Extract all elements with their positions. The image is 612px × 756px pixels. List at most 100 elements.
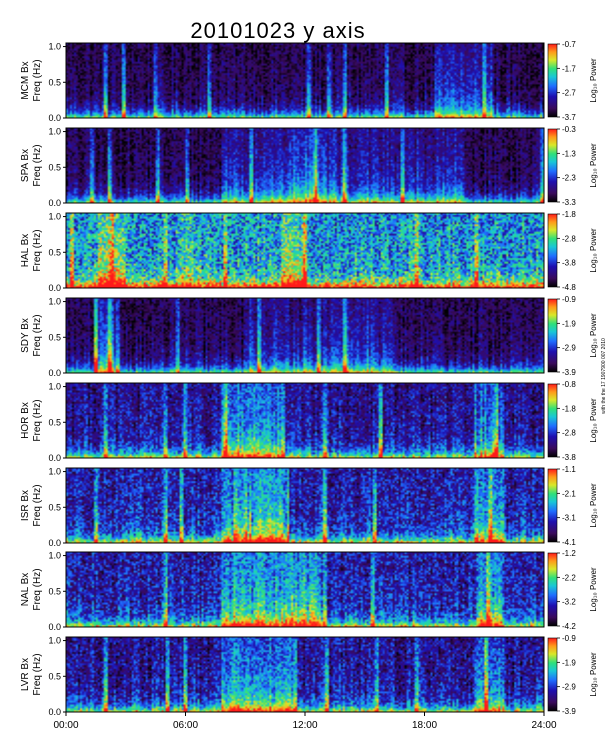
panel-hor: 0.0 0.5 1.0 HOR Bx Freq (Hz) -0.8 -1.8 -2.8 -3.8… bbox=[20, 380, 598, 463]
panel-isr: 0.0 0.5 1.0 ISR Bx Freq (Hz) -1.1 -2.1 -3.1 -4.1… bbox=[20, 465, 598, 548]
spectrogram-image bbox=[66, 637, 544, 712]
colorbar-tick-label: -1.8 bbox=[562, 404, 576, 413]
y-tick-label: 1.0 bbox=[48, 127, 61, 137]
x-tick-label: 24:00 bbox=[531, 720, 556, 731]
spectrogram-image bbox=[66, 298, 544, 373]
x-tick-label: 18:00 bbox=[412, 720, 437, 731]
colorbar bbox=[547, 552, 558, 627]
y-tick-label: 0.5 bbox=[48, 586, 61, 596]
y-tick-label: 1.0 bbox=[48, 42, 61, 52]
colorbar-label: Log₁₀ Power bbox=[589, 652, 598, 697]
y-tick-label: 0.0 bbox=[48, 453, 61, 463]
colorbar-tick-label: -3.9 bbox=[562, 707, 576, 716]
colorbar-tick-label: -1.8 bbox=[562, 210, 576, 219]
colorbar-tick-label: -2.9 bbox=[562, 344, 576, 353]
y-tick-label: 0.0 bbox=[48, 538, 61, 548]
x-tick-label: 12:00 bbox=[292, 720, 317, 731]
panel-frame bbox=[65, 127, 545, 204]
colorbar bbox=[547, 298, 558, 373]
y-tick-label: 0.0 bbox=[48, 198, 61, 208]
colorbar-tick-label: -0.3 bbox=[562, 125, 576, 134]
colorbar bbox=[547, 213, 558, 288]
colorbar-tick-label: -4.8 bbox=[562, 283, 576, 292]
colorbar-tick-label: -4.2 bbox=[562, 622, 576, 631]
y-tick-label: 1.0 bbox=[48, 297, 61, 307]
colorbar bbox=[547, 383, 558, 458]
station-label: MCM Bx bbox=[20, 61, 31, 99]
colorbar-tick-label: -2.9 bbox=[562, 683, 576, 692]
freq-label: Freq (Hz) bbox=[32, 653, 43, 695]
colorbar-tick-label: -3.1 bbox=[562, 514, 576, 523]
station-label: NAL Bx bbox=[20, 573, 31, 607]
y-tick-label: 1.0 bbox=[48, 551, 61, 561]
colorbar-tick-label: -0.7 bbox=[562, 40, 576, 49]
colorbar-tick-label: -3.9 bbox=[562, 368, 576, 377]
colorbar-tick-label: -3.8 bbox=[562, 259, 576, 268]
panel-lvr: 0.0 0.5 1.0 LVR Bx Freq (Hz) -0.9 -1.9 -2.9 -3.9… bbox=[20, 634, 598, 717]
colorbar-tick-label: -3.3 bbox=[562, 198, 576, 207]
y-tick-label: 0.5 bbox=[48, 247, 61, 257]
panel-mcm: 0.0 0.5 1.0 MCM Bx Freq (Hz) -0.7 -1.7 -2.7 -3.7… bbox=[20, 40, 598, 123]
freq-label: Freq (Hz) bbox=[32, 568, 43, 610]
y-tick-label: 0.0 bbox=[48, 368, 61, 378]
y-tick-label: 0.0 bbox=[48, 283, 61, 293]
station-label: ISR Bx bbox=[20, 490, 31, 521]
colorbar-tick-label: -2.3 bbox=[562, 174, 576, 183]
colorbar-label: Log₁₀ Power bbox=[589, 398, 598, 443]
colorbar bbox=[547, 637, 558, 712]
spectrogram-image bbox=[66, 43, 544, 118]
colorbar-label: Log₁₀ Power bbox=[589, 228, 598, 273]
y-tick-label: 1.0 bbox=[48, 382, 61, 392]
colorbar-tick-label: -2.7 bbox=[562, 89, 576, 98]
station-label: SPA Bx bbox=[20, 149, 31, 182]
side-note: with the the 17 1907900 007 2010 bbox=[601, 338, 607, 414]
colorbar-tick-label: -2.8 bbox=[562, 429, 576, 438]
colorbar bbox=[547, 43, 558, 118]
y-tick-label: 0.5 bbox=[48, 162, 61, 172]
colorbar-tick-label: -2.2 bbox=[562, 573, 576, 582]
spectrogram-image bbox=[66, 468, 544, 543]
station-label: SDY Bx bbox=[20, 318, 31, 353]
y-tick-label: 0.5 bbox=[48, 417, 61, 427]
chart-title: 20101023 y axis bbox=[190, 18, 365, 43]
y-tick-label: 1.0 bbox=[48, 467, 61, 477]
x-tick-label: 00:00 bbox=[53, 720, 78, 731]
colorbar-tick-label: -4.1 bbox=[562, 538, 576, 547]
freq-label: Freq (Hz) bbox=[32, 484, 43, 526]
colorbar-label: Log₁₀ Power bbox=[589, 483, 598, 528]
y-tick-label: 0.0 bbox=[48, 707, 61, 717]
panel-frame bbox=[65, 382, 545, 459]
colorbar-tick-label: -1.2 bbox=[562, 549, 576, 558]
freq-label: Freq (Hz) bbox=[32, 229, 43, 271]
colorbar-tick-label: -1.3 bbox=[562, 149, 576, 158]
panel-frame bbox=[65, 212, 545, 289]
colorbar-tick-label: -1.1 bbox=[562, 465, 576, 474]
colorbar bbox=[547, 468, 558, 543]
spectrogram-image bbox=[66, 552, 544, 627]
y-tick-label: 0.5 bbox=[48, 502, 61, 512]
colorbar-tick-label: -1.9 bbox=[562, 319, 576, 328]
colorbar-tick-label: -0.9 bbox=[562, 295, 576, 304]
y-tick-label: 0.0 bbox=[48, 622, 61, 632]
colorbar-tick-label: -0.9 bbox=[562, 634, 576, 643]
y-tick-label: 0.5 bbox=[48, 77, 61, 87]
spectrogram-image bbox=[66, 128, 544, 203]
colorbar-tick-label: -3.7 bbox=[562, 113, 576, 122]
station-label: LVR Bx bbox=[20, 658, 31, 691]
x-tick-label: 06:00 bbox=[173, 720, 198, 731]
station-label: HOR Bx bbox=[20, 402, 31, 439]
panel-frame bbox=[65, 551, 545, 628]
freq-label: Freq (Hz) bbox=[32, 144, 43, 186]
y-tick-label: 0.5 bbox=[48, 332, 61, 342]
station-label: HAL Bx bbox=[20, 234, 31, 268]
y-tick-label: 1.0 bbox=[48, 212, 61, 222]
colorbar-label: Log₁₀ Power bbox=[589, 313, 598, 358]
y-tick-label: 0.5 bbox=[48, 671, 61, 681]
colorbar-tick-label: -3.2 bbox=[562, 598, 576, 607]
panel-hal: 0.0 0.5 1.0 HAL Bx Freq (Hz) -1.8 -2.8 -3.8 -4.8… bbox=[20, 210, 598, 293]
panel-sdy: 0.0 0.5 1.0 SDY Bx Freq (Hz) -0.9 -1.9 -2.9 -3.9… bbox=[20, 295, 598, 378]
colorbar-tick-label: -2.1 bbox=[562, 489, 576, 498]
freq-label: Freq (Hz) bbox=[32, 59, 43, 101]
colorbar bbox=[547, 128, 558, 203]
